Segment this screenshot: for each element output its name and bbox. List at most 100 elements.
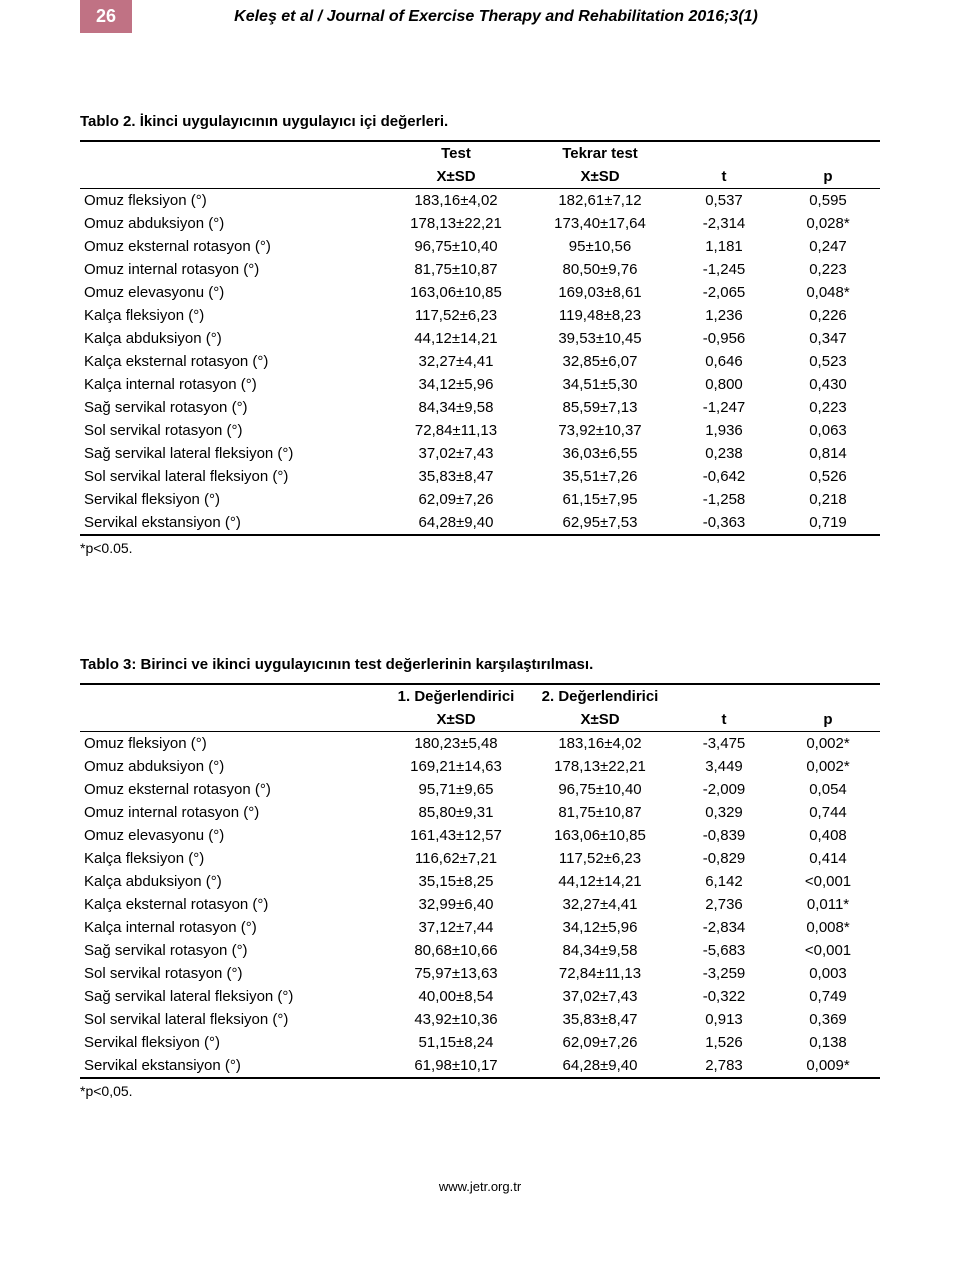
header-cell: X±SD xyxy=(528,165,672,189)
value-cell: 64,28±9,40 xyxy=(384,511,528,535)
table-row: Omuz fleksiyon (°)180,23±5,48183,16±4,02… xyxy=(80,732,880,756)
value-cell: 84,34±9,58 xyxy=(528,939,672,962)
row-label: Omuz fleksiyon (°) xyxy=(80,189,384,213)
value-cell: 32,99±6,40 xyxy=(384,893,528,916)
value-cell: -0,829 xyxy=(672,847,776,870)
value-cell: 169,21±14,63 xyxy=(384,755,528,778)
value-cell: 96,75±10,40 xyxy=(528,778,672,801)
value-cell: 119,48±8,23 xyxy=(528,304,672,327)
header-cell: t xyxy=(672,165,776,189)
page-header: 26 Keleş et al / Journal of Exercise The… xyxy=(80,0,880,33)
row-label: Kalça eksternal rotasyon (°) xyxy=(80,350,384,373)
value-cell: 0,002* xyxy=(776,732,880,756)
value-cell: 173,40±17,64 xyxy=(528,212,672,235)
page-container: 26 Keleş et al / Journal of Exercise The… xyxy=(0,0,960,1288)
header-cell xyxy=(776,141,880,165)
row-label: Kalça internal rotasyon (°) xyxy=(80,916,384,939)
value-cell: 62,95±7,53 xyxy=(528,511,672,535)
row-label: Kalça fleksiyon (°) xyxy=(80,847,384,870)
row-label: Kalça fleksiyon (°) xyxy=(80,304,384,327)
value-cell: -1,258 xyxy=(672,488,776,511)
value-cell: -2,314 xyxy=(672,212,776,235)
header-cell: X±SD xyxy=(384,708,528,732)
value-cell: 0,048* xyxy=(776,281,880,304)
table-row: Omuz internal rotasyon (°)81,75±10,8780,… xyxy=(80,258,880,281)
value-cell: 2,783 xyxy=(672,1054,776,1078)
value-cell: 0,063 xyxy=(776,419,880,442)
value-cell: 0,526 xyxy=(776,465,880,488)
value-cell: <0,001 xyxy=(776,870,880,893)
value-cell: 96,75±10,40 xyxy=(384,235,528,258)
row-label: Sol servikal rotasyon (°) xyxy=(80,419,384,442)
value-cell: 34,12±5,96 xyxy=(528,916,672,939)
value-cell: 183,16±4,02 xyxy=(384,189,528,213)
row-label: Kalça abduksiyon (°) xyxy=(80,327,384,350)
value-cell: 0,009* xyxy=(776,1054,880,1078)
header-cell: t xyxy=(672,708,776,732)
value-cell: 0,814 xyxy=(776,442,880,465)
row-label: Sağ servikal rotasyon (°) xyxy=(80,939,384,962)
value-cell: 0,430 xyxy=(776,373,880,396)
value-cell: 85,59±7,13 xyxy=(528,396,672,419)
value-cell: 80,50±9,76 xyxy=(528,258,672,281)
value-cell: 36,03±6,55 xyxy=(528,442,672,465)
header-cell xyxy=(80,708,384,732)
row-label: Sağ servikal rotasyon (°) xyxy=(80,396,384,419)
value-cell: 0,744 xyxy=(776,801,880,824)
value-cell: -3,259 xyxy=(672,962,776,985)
value-cell: 182,61±7,12 xyxy=(528,189,672,213)
value-cell: -1,247 xyxy=(672,396,776,419)
table2-header-row1: TestTekrar test xyxy=(80,141,880,165)
row-label: Sol servikal lateral fleksiyon (°) xyxy=(80,465,384,488)
table-row: Omuz abduksiyon (°)178,13±22,21173,40±17… xyxy=(80,212,880,235)
header-cell: 2. Değerlendirici xyxy=(528,684,672,708)
table-row: Omuz internal rotasyon (°)85,80±9,3181,7… xyxy=(80,801,880,824)
value-cell: 0,595 xyxy=(776,189,880,213)
value-cell: 117,52±6,23 xyxy=(384,304,528,327)
table2-caption: Tablo 2. İkinci uygulayıcının uygulayıcı… xyxy=(80,113,880,130)
value-cell: 62,09±7,26 xyxy=(528,1031,672,1054)
row-label: Kalça abduksiyon (°) xyxy=(80,870,384,893)
spacer xyxy=(80,596,880,636)
header-cell: X±SD xyxy=(384,165,528,189)
row-label: Omuz fleksiyon (°) xyxy=(80,732,384,756)
header-cell xyxy=(776,684,880,708)
table-row: Kalça fleksiyon (°)117,52±6,23119,48±8,2… xyxy=(80,304,880,327)
value-cell: 72,84±11,13 xyxy=(384,419,528,442)
table-row: Kalça eksternal rotasyon (°)32,27±4,4132… xyxy=(80,350,880,373)
value-cell: 0,223 xyxy=(776,258,880,281)
table-row: Omuz fleksiyon (°)183,16±4,02182,61±7,12… xyxy=(80,189,880,213)
value-cell: 0,028* xyxy=(776,212,880,235)
value-cell: -2,834 xyxy=(672,916,776,939)
table-row: Kalça internal rotasyon (°)34,12±5,9634,… xyxy=(80,373,880,396)
table-row: Sağ servikal rotasyon (°)80,68±10,6684,3… xyxy=(80,939,880,962)
table-row: Sağ servikal rotasyon (°)84,34±9,5885,59… xyxy=(80,396,880,419)
value-cell: <0,001 xyxy=(776,939,880,962)
value-cell: 0,054 xyxy=(776,778,880,801)
table-row: Omuz elevasyonu (°)163,06±10,85169,03±8,… xyxy=(80,281,880,304)
value-cell: 1,236 xyxy=(672,304,776,327)
value-cell: 169,03±8,61 xyxy=(528,281,672,304)
value-cell: 32,27±4,41 xyxy=(384,350,528,373)
value-cell: 117,52±6,23 xyxy=(528,847,672,870)
value-cell: 44,12±14,21 xyxy=(528,870,672,893)
row-label: Servikal ekstansiyon (°) xyxy=(80,511,384,535)
value-cell: 61,15±7,95 xyxy=(528,488,672,511)
table-row: Omuz abduksiyon (°)169,21±14,63178,13±22… xyxy=(80,755,880,778)
value-cell: 0,408 xyxy=(776,824,880,847)
value-cell: 0,749 xyxy=(776,985,880,1008)
row-label: Sol servikal lateral fleksiyon (°) xyxy=(80,1008,384,1031)
header-cell: p xyxy=(776,708,880,732)
table2-body: Omuz fleksiyon (°)183,16±4,02182,61±7,12… xyxy=(80,189,880,536)
table-row: Servikal ekstansiyon (°)64,28±9,4062,95±… xyxy=(80,511,880,535)
value-cell: 85,80±9,31 xyxy=(384,801,528,824)
table3: 1. Değerlendirici2. Değerlendirici X±SDX… xyxy=(80,683,880,1079)
table-row: Kalça abduksiyon (°)44,12±14,2139,53±10,… xyxy=(80,327,880,350)
value-cell: 0,347 xyxy=(776,327,880,350)
value-cell: 35,83±8,47 xyxy=(528,1008,672,1031)
value-cell: 34,51±5,30 xyxy=(528,373,672,396)
value-cell: 81,75±10,87 xyxy=(384,258,528,281)
value-cell: 39,53±10,45 xyxy=(528,327,672,350)
journal-header: Keleş et al / Journal of Exercise Therap… xyxy=(112,8,880,26)
header-cell xyxy=(672,141,776,165)
